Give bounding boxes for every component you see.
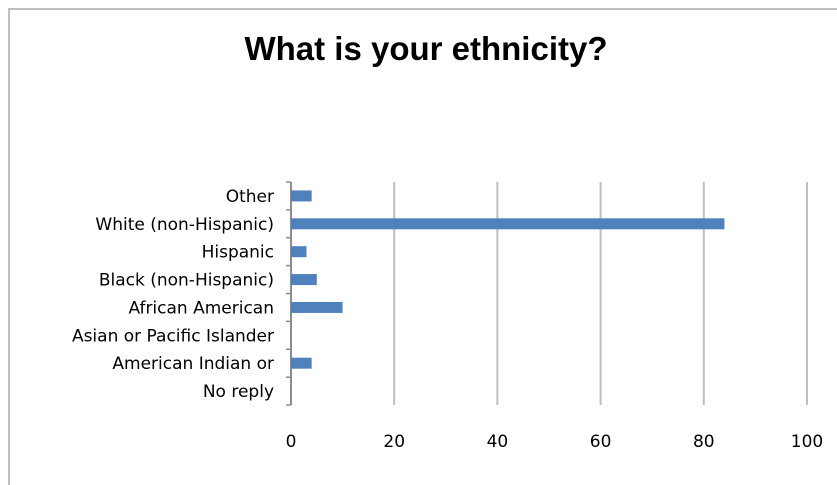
bar [291, 357, 312, 369]
bar [291, 246, 307, 258]
chart-frame [8, 8, 837, 485]
category-label: American Indian or [112, 354, 274, 374]
bar [291, 218, 725, 230]
category-label: No reply [203, 382, 274, 402]
bar [291, 301, 343, 313]
category-label: Asian or Pacific Islander [72, 326, 274, 346]
category-label: Hispanic [202, 243, 274, 263]
x-tick-label: 20 [383, 432, 405, 452]
x-tick-label: 60 [590, 432, 612, 452]
category-label: African American [128, 298, 274, 318]
x-tick-label: 100 [791, 432, 823, 452]
category-label: Other [226, 187, 274, 207]
x-tick-label: 80 [693, 432, 715, 452]
bar [291, 274, 317, 286]
x-tick-label: 0 [286, 432, 297, 452]
category-label: White (non-Hispanic) [95, 215, 274, 235]
chart-title: What is your ethnicity? [244, 30, 608, 67]
bar [291, 190, 312, 202]
x-tick-label: 40 [487, 432, 509, 452]
category-label: Black (non-Hispanic) [99, 271, 274, 291]
